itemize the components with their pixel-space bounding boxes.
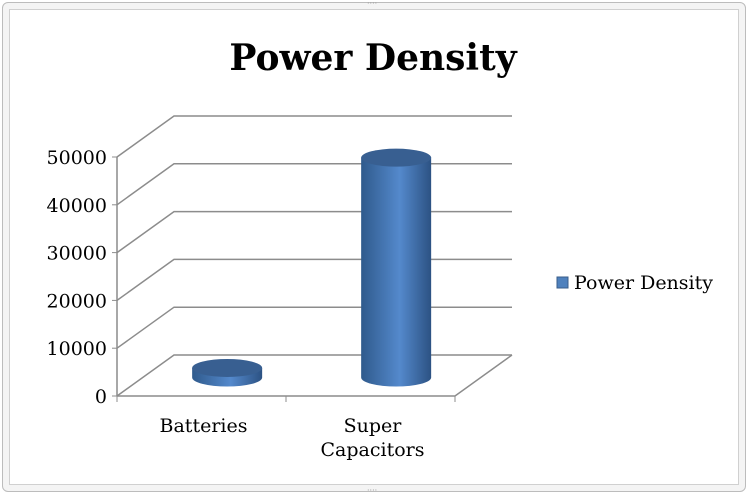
bar-super-capacitors bbox=[361, 148, 432, 387]
y-tick-label: 0 bbox=[95, 386, 107, 408]
bar-top bbox=[192, 358, 263, 377]
resize-handle-top[interactable]: ···· bbox=[367, 0, 378, 8]
resize-handle-bottom[interactable]: ···· bbox=[367, 486, 378, 495]
y-tick-label: 30000 bbox=[47, 243, 107, 265]
floor-edge bbox=[117, 354, 513, 397]
chart-title: Power Density bbox=[229, 37, 517, 79]
y-tick-label: 10000 bbox=[47, 338, 107, 360]
y-tick-label: 20000 bbox=[47, 290, 107, 312]
gridline bbox=[116, 115, 512, 158]
y-tick-label: 50000 bbox=[47, 147, 107, 169]
bar-body bbox=[361, 157, 432, 387]
bar-batteries bbox=[192, 358, 263, 387]
legend-label: Power Density bbox=[574, 272, 713, 294]
legend-swatch bbox=[556, 276, 569, 289]
gridline bbox=[116, 306, 512, 349]
gridline bbox=[116, 163, 512, 206]
gridline bbox=[116, 258, 512, 302]
x-tick-label: Super Capacitors bbox=[321, 415, 425, 461]
x-tick-label: Batteries bbox=[160, 415, 248, 437]
legend: Power Density bbox=[556, 272, 713, 294]
y-tick-label: 40000 bbox=[47, 195, 107, 217]
gridline bbox=[116, 354, 512, 397]
gridline bbox=[116, 210, 512, 254]
bar-top bbox=[361, 148, 432, 167]
